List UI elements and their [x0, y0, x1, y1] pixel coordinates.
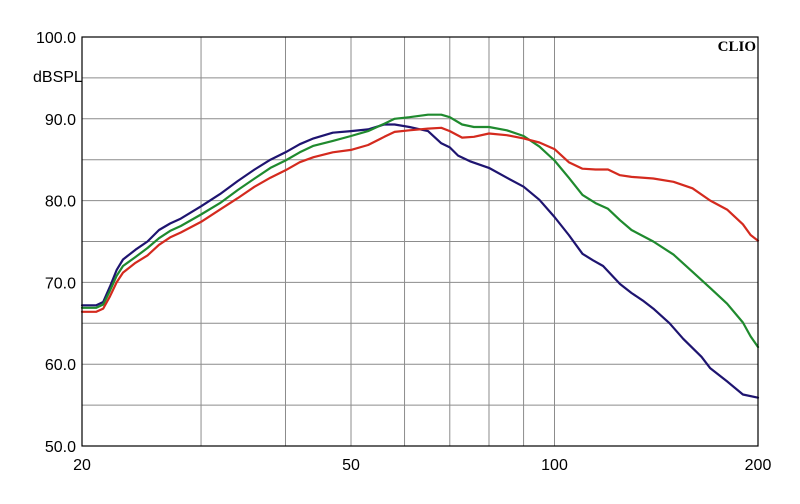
clio-brand-label: CLIO — [718, 39, 756, 55]
y-tick-label: 70.0 — [45, 275, 76, 292]
y-tick-label: 100.0 — [36, 30, 76, 47]
plot-frame — [81, 36, 759, 447]
y-tick-label: 90.0 — [45, 112, 76, 129]
series-curves — [80, 113, 760, 399]
y-axis-label: dBSPL — [33, 69, 83, 86]
x-tick-labels: 20 50 100 200 — [73, 457, 771, 474]
x-tick-label: 20 — [73, 457, 91, 474]
x-tick-label: 100 — [541, 457, 568, 474]
x-tick-label: 200 — [745, 457, 772, 474]
y-tick-label: 80.0 — [45, 194, 76, 211]
y-tick-labels: 50.0 60.0 70.0 80.0 90.0 100.0 — [36, 30, 76, 456]
x-tick-label: 50 — [342, 457, 360, 474]
series-line-3 — [80, 126, 760, 313]
series-line-2 — [80, 113, 760, 349]
series-line-1 — [80, 123, 760, 399]
y-tick-label: 60.0 — [45, 357, 76, 374]
y-tick-label: 50.0 — [45, 439, 76, 456]
grid — [81, 36, 759, 447]
